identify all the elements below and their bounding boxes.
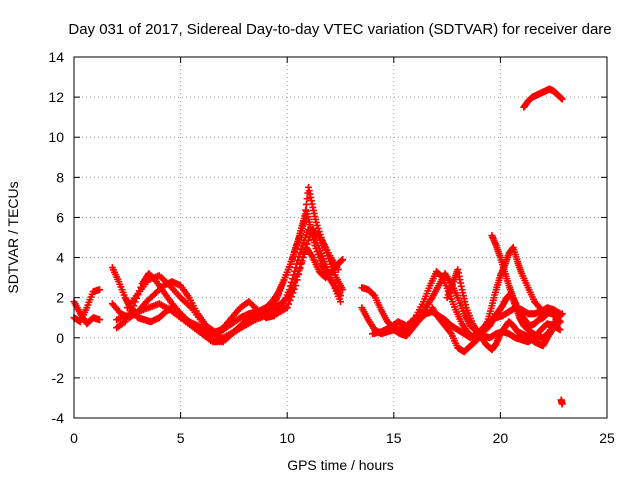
data-point	[305, 237, 313, 245]
data-point	[446, 328, 454, 336]
data-point	[334, 266, 342, 274]
y-tick-label: 8	[56, 169, 64, 185]
y-tick-label: -2	[52, 370, 65, 386]
data-point	[339, 286, 347, 294]
data-points	[70, 85, 566, 408]
y-tick-label: -4	[52, 410, 65, 426]
x-tick-label: 25	[599, 430, 615, 446]
y-tick-label: 12	[48, 89, 64, 105]
series-track-14	[520, 85, 566, 111]
grid-lines	[74, 57, 607, 418]
data-point	[299, 253, 307, 261]
data-point	[438, 273, 446, 281]
y-tick-label: 14	[48, 49, 64, 65]
data-point	[296, 249, 304, 257]
data-point	[297, 259, 305, 267]
x-tick-label: 20	[493, 430, 509, 446]
data-point	[558, 400, 566, 408]
data-point	[337, 298, 344, 306]
x-tick-label: 10	[279, 430, 295, 446]
data-point	[285, 300, 293, 308]
data-point	[556, 326, 564, 334]
tick-labels: 0 5 10 15 20 25 -4 -2 0 2 4 6 8 10 12 14	[48, 49, 615, 446]
data-point	[295, 270, 303, 278]
series-track-15	[557, 396, 566, 408]
data-point	[306, 233, 314, 241]
data-point	[293, 276, 301, 284]
chart-title: Day 031 of 2017, Sidereal Day-to-day VTE…	[68, 21, 611, 38]
data-point	[558, 310, 566, 318]
axis-ticks	[73, 56, 608, 419]
data-point	[300, 248, 308, 256]
x-tick-label: 5	[177, 430, 185, 446]
data-point	[287, 293, 295, 301]
data-point	[296, 265, 304, 273]
x-tick-label: 15	[386, 430, 402, 446]
y-tick-label: 2	[56, 290, 64, 306]
data-point	[303, 240, 311, 248]
data-point	[96, 286, 104, 294]
y-tick-label: 4	[56, 250, 64, 266]
data-point	[557, 311, 565, 319]
series-track-13	[488, 231, 564, 330]
x-axis-label: GPS time / hours	[287, 457, 394, 473]
data-point	[96, 316, 104, 324]
data-point	[289, 275, 297, 283]
data-point	[290, 285, 298, 293]
data-point	[283, 304, 291, 312]
series-track-12	[443, 266, 564, 354]
series-track-6	[113, 244, 347, 346]
y-axis-label: SDTVAR / TECUs	[5, 181, 21, 293]
data-point	[289, 289, 297, 297]
data-point	[556, 318, 564, 326]
data-point	[558, 95, 566, 103]
data-point	[302, 244, 310, 252]
data-point	[410, 315, 418, 323]
y-tick-label: 10	[48, 129, 64, 145]
data-point	[292, 282, 300, 290]
y-tick-label: 0	[56, 330, 64, 346]
y-tick-label: 6	[56, 209, 64, 225]
x-tick-label: 0	[70, 430, 78, 446]
data-point	[286, 296, 294, 304]
plot-frame	[73, 56, 608, 419]
series-track-7	[123, 225, 342, 342]
series-track-2	[70, 298, 104, 328]
data-point	[339, 256, 347, 264]
